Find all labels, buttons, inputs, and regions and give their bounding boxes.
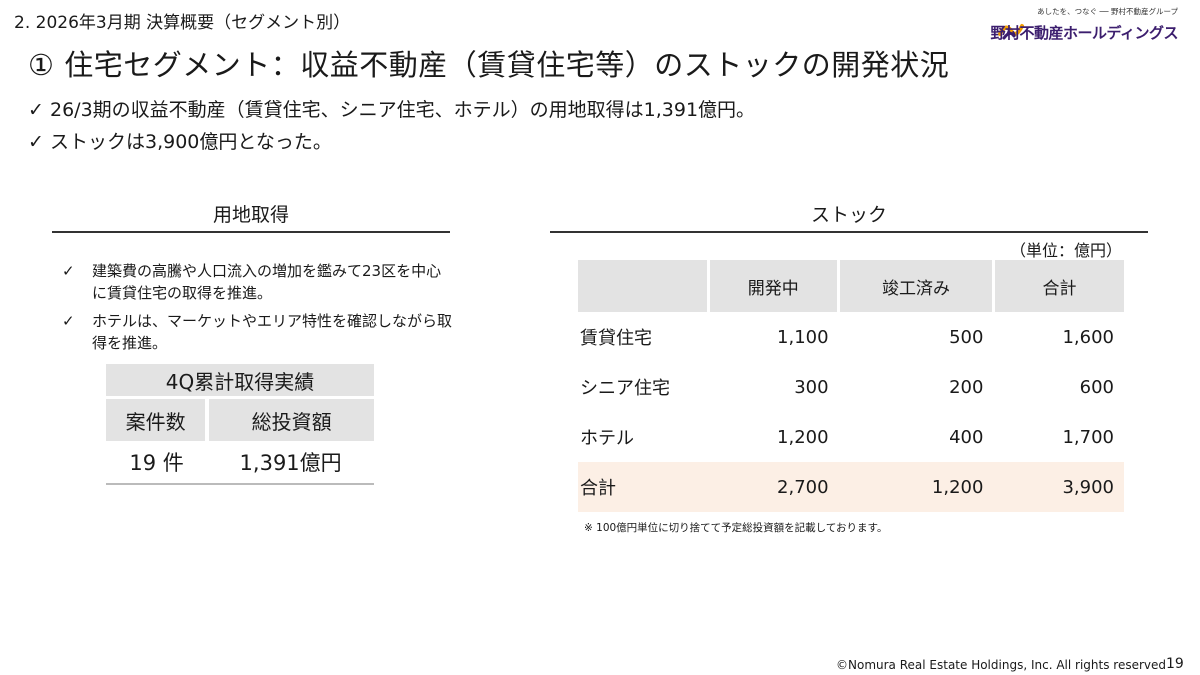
- stock-heading: ストック: [550, 200, 1148, 233]
- logo-mark-icon: [998, 24, 1024, 40]
- unit-label: （単位：億円）: [1010, 241, 1123, 260]
- table-cell: 3,900: [993, 462, 1124, 512]
- acquisition-table-title: 4Q累計取得実績: [106, 364, 374, 398]
- table-cell: 600: [1079, 376, 1114, 398]
- check-icon: ✓: [28, 131, 44, 153]
- company-logo: あしたを、つなぐ ── 野村不動産グループ 野村不動産ホールディングス: [988, 6, 1179, 46]
- column-header: 総投資額: [207, 396, 374, 441]
- note-text: 建築費の高騰や人口流入の増加を鑑みて23区を中心に賃貸住宅の取得を推進。: [92, 262, 442, 302]
- page-number: 19: [1166, 656, 1184, 672]
- table-cell: 19 件: [106, 441, 208, 485]
- section-label: 2. 2026年3月期 決算概要（セグメント別）: [14, 13, 351, 33]
- note-text: ホテルは、マーケットやエリア特性を確認しながら取得を推進。: [92, 312, 453, 352]
- column-header: 竣工済み: [837, 260, 994, 312]
- row-label: シニア住宅: [580, 378, 670, 399]
- summary-line: ✓ ストックは3,900億円となった。: [28, 127, 332, 154]
- footnote: ※ 100億円単位に切り捨てて予定総投資額を記載しております。: [584, 522, 888, 534]
- table-row: シニア住宅 300 200 600: [578, 362, 1124, 412]
- column-header: 案件数: [106, 396, 210, 441]
- table-cell: 1,100: [777, 326, 829, 348]
- table-cell: 1,600: [1062, 326, 1114, 348]
- stock-table: 開発中 竣工済み 合計 賃貸住宅 1,100 500 1,600 シニア住宅 3…: [578, 260, 1124, 512]
- row-label: 合計: [578, 462, 708, 512]
- check-icon: ✓: [62, 312, 75, 330]
- acquisition-heading: 用地取得: [52, 200, 450, 233]
- table-cell: 2,700: [708, 462, 839, 512]
- check-icon: ✓: [62, 262, 75, 280]
- logo-tagline: あしたを、つなぐ ── 野村不動産グループ: [1037, 7, 1178, 16]
- table-cell: 1,700: [1062, 426, 1114, 448]
- summary-line: ✓ 26/3期の収益不動産（賃貸住宅、シニア住宅、ホテル）の用地取得は1,391億…: [28, 95, 755, 122]
- row-label: 賃貸住宅: [580, 328, 652, 349]
- column-header: 合計: [991, 260, 1124, 312]
- table-total-row: 合計 2,700 1,200 3,900: [578, 462, 1124, 512]
- table-row: 賃貸住宅 1,100 500 1,600: [578, 312, 1124, 362]
- table-cell: 400: [949, 426, 984, 448]
- table-cell: 500: [949, 326, 984, 348]
- page-title: ① 住宅セグメント：収益不動産（賃貸住宅等）のストックの開発状況: [28, 48, 950, 82]
- table-cell: 1,200: [777, 426, 829, 448]
- acquisition-note: ✓ 建築費の高騰や人口流入の増加を鑑みて23区を中心に賃貸住宅の取得を推進。: [62, 260, 462, 304]
- table-row: ホテル 1,200 400 1,700: [578, 412, 1124, 462]
- table-cell: 300: [794, 376, 829, 398]
- check-icon: ✓: [28, 99, 44, 121]
- column-header: [578, 260, 708, 312]
- table-header-row: 開発中 竣工済み 合計: [578, 260, 1124, 312]
- table-cell: 1,200: [838, 462, 994, 512]
- table-cell: 200: [949, 376, 984, 398]
- copyright: ©Nomura Real Estate Holdings, Inc. All r…: [836, 658, 1166, 672]
- logo-name: 野村不動産ホールディングス: [990, 24, 1179, 42]
- acquisition-note: ✓ ホテルは、マーケットやエリア特性を確認しながら取得を推進。: [62, 310, 462, 354]
- row-label: ホテル: [580, 428, 634, 449]
- acquisition-results-table: 4Q累計取得実績 案件数 総投資額 19 件 1,391億円: [106, 364, 374, 485]
- column-header: 開発中: [706, 260, 839, 312]
- summary-text: ストックは3,900億円となった。: [50, 131, 332, 153]
- summary-text: 26/3期の収益不動産（賃貸住宅、シニア住宅、ホテル）の用地取得は1,391億円…: [50, 99, 756, 121]
- table-cell: 1,391億円: [207, 441, 374, 485]
